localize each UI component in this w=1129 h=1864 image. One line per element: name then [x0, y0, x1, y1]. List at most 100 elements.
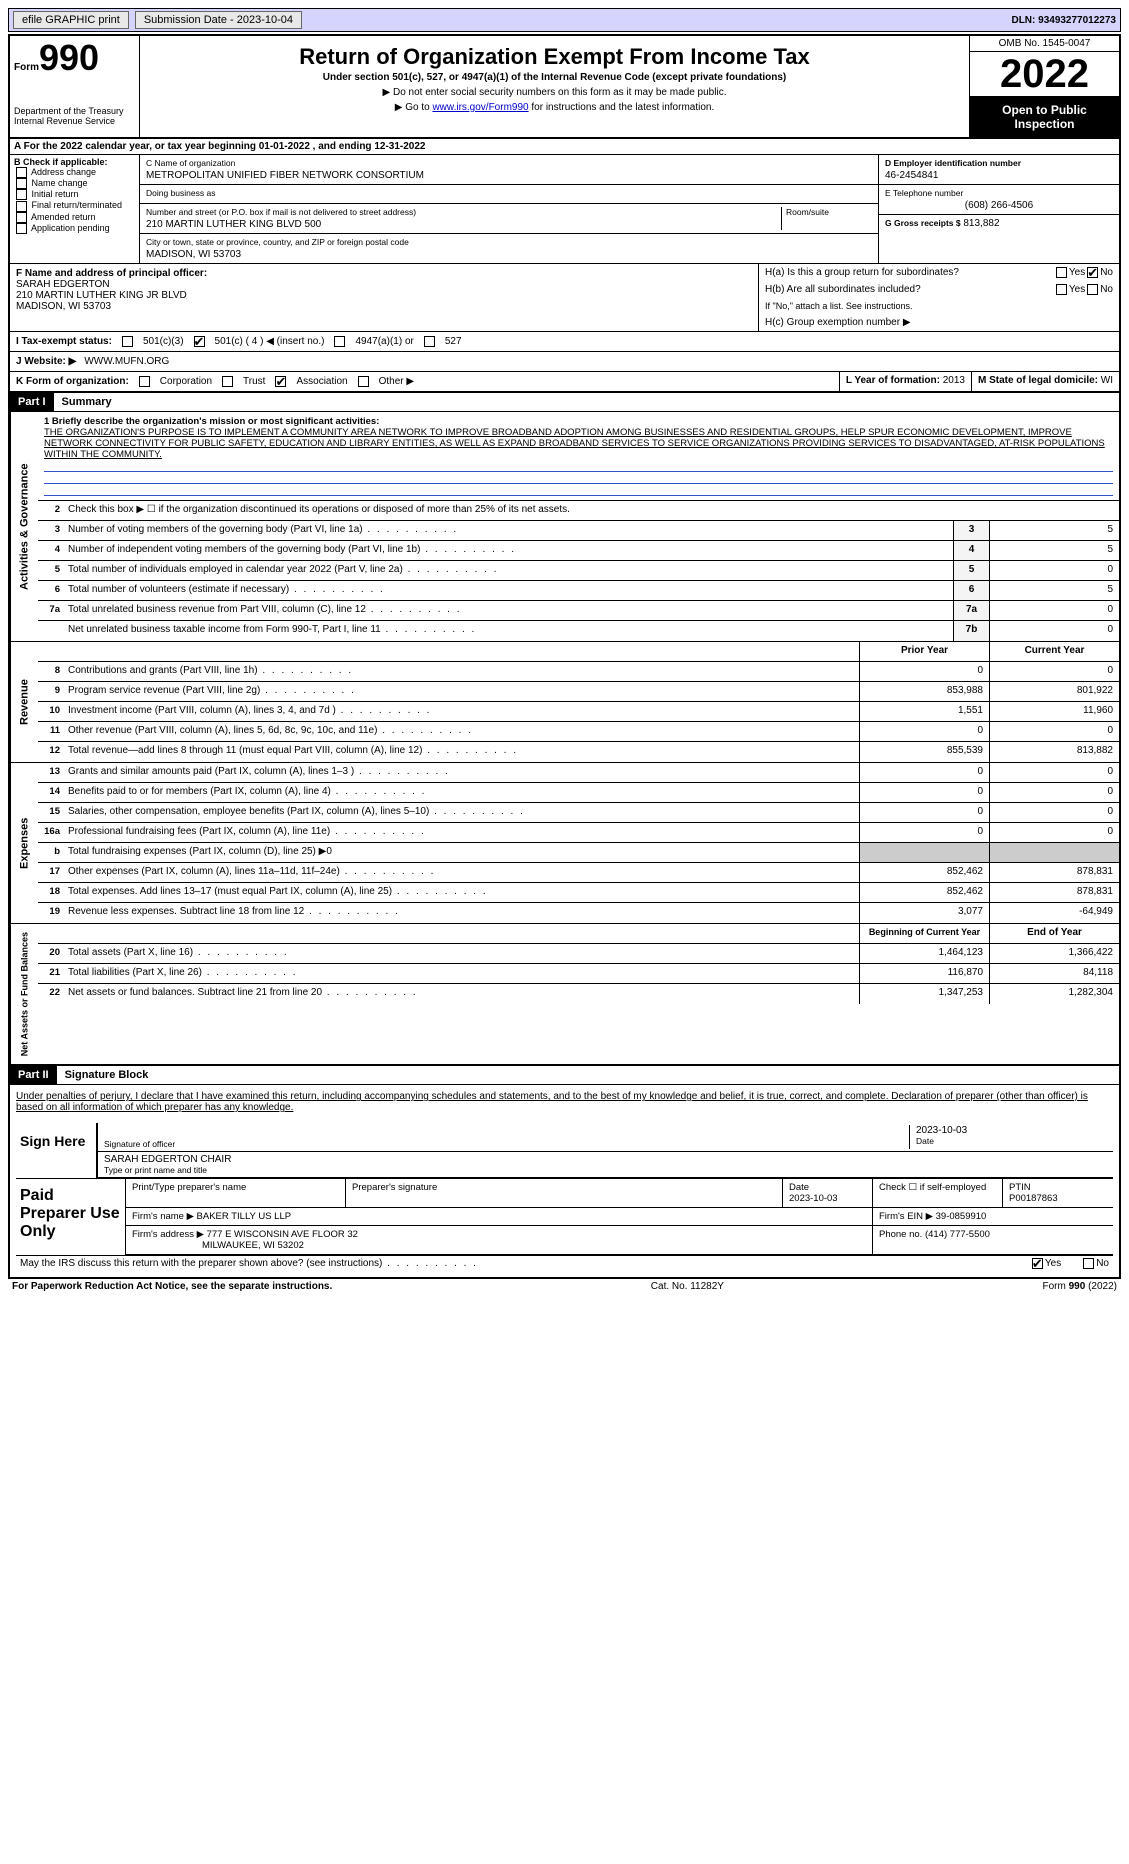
chk-pending[interactable]: Application pending: [14, 223, 135, 234]
chk-initial[interactable]: Initial return: [14, 189, 135, 200]
note-link: ▶ Go to www.irs.gov/Form990 for instruct…: [146, 102, 963, 113]
box-h: H(a) Is this a group return for subordin…: [759, 264, 1119, 331]
rev-line: 9Program service revenue (Part VIII, lin…: [38, 682, 1119, 702]
chk-assoc[interactable]: [275, 376, 286, 387]
form-subtitle: Under section 501(c), 527, or 4947(a)(1)…: [146, 72, 963, 83]
firm-phone: (414) 777-5500: [925, 1229, 990, 1240]
ptin: P00187863: [1009, 1193, 1107, 1204]
chk-501c[interactable]: [194, 336, 205, 347]
exp-line: 15Salaries, other compensation, employee…: [38, 803, 1119, 823]
section-fh: F Name and address of principal officer:…: [10, 264, 1119, 332]
telephone: (608) 266-4506: [885, 200, 1113, 211]
chk-final[interactable]: Final return/terminated: [14, 200, 135, 211]
page-footer: For Paperwork Reduction Act Notice, see …: [8, 1279, 1121, 1294]
row-i: I Tax-exempt status: 501(c)(3) 501(c) ( …: [10, 332, 1119, 352]
firm-ein: 39-0859910: [936, 1211, 987, 1222]
sig-name: SARAH EDGERTON CHAIR: [104, 1154, 1109, 1165]
side-expenses: Expenses: [10, 763, 38, 923]
chk-name[interactable]: Name change: [14, 178, 135, 189]
exp-line: 16aProfessional fundraising fees (Part I…: [38, 823, 1119, 843]
top-bar: efile GRAPHIC print Submission Date - 20…: [8, 8, 1121, 32]
chk-other[interactable]: [358, 376, 369, 387]
net-line: 21Total liabilities (Part X, line 26)116…: [38, 964, 1119, 984]
part1-header: Part I Summary: [10, 393, 1119, 412]
discuss-row: May the IRS discuss this return with the…: [16, 1255, 1113, 1271]
hb-no[interactable]: [1087, 284, 1098, 295]
gov-line: 4Number of independent voting members of…: [38, 541, 1119, 561]
exp-line: 13Grants and similar amounts paid (Part …: [38, 763, 1119, 783]
row-lm: L Year of formation: 2013 M State of leg…: [839, 372, 1119, 391]
chk-527[interactable]: [424, 336, 435, 347]
exp-line: 18Total expenses. Add lines 13–17 (must …: [38, 883, 1119, 903]
row-a: A For the 2022 calendar year, or tax yea…: [10, 139, 1119, 155]
efile-label: efile GRAPHIC print: [13, 11, 129, 29]
prep-date: 2023-10-03: [789, 1193, 866, 1204]
gov-line: 6Total number of volunteers (estimate if…: [38, 581, 1119, 601]
chk-corp[interactable]: [139, 376, 150, 387]
officer-addr2: MADISON, WI 53703: [16, 301, 752, 312]
header-left: Form990 Department of the Treasury Inter…: [10, 36, 140, 137]
tax-year: 2022: [970, 52, 1119, 97]
net-line: 22Net assets or fund balances. Subtract …: [38, 984, 1119, 1004]
submission-date: Submission Date - 2023-10-04: [135, 11, 302, 29]
header-right: OMB No. 1545-0047 2022 Open to Public In…: [969, 36, 1119, 137]
sig-date: 2023-10-03: [916, 1125, 1109, 1136]
state-domicile: WI: [1101, 375, 1113, 386]
signature-block: Under penalties of perjury, I declare th…: [10, 1085, 1119, 1277]
exp-line: 19Revenue less expenses. Subtract line 1…: [38, 903, 1119, 923]
discuss-yes[interactable]: [1032, 1258, 1043, 1269]
sign-here-label: Sign Here: [16, 1123, 96, 1178]
chk-501c3[interactable]: [122, 336, 133, 347]
dln: DLN: 93493277012273: [1011, 15, 1116, 26]
rev-line: 8Contributions and grants (Part VIII, li…: [38, 662, 1119, 682]
side-revenue: Revenue: [10, 642, 38, 762]
net-line: 20Total assets (Part X, line 16)1,464,12…: [38, 944, 1119, 964]
omb: OMB No. 1545-0047: [970, 36, 1119, 52]
firm-addr1: 777 E WISCONSIN AVE FLOOR 32: [207, 1229, 358, 1240]
discuss-no[interactable]: [1083, 1258, 1094, 1269]
revenue-section: Revenue Prior Year Current Year 8Contrib…: [10, 642, 1119, 763]
open-inspection: Open to Public Inspection: [970, 97, 1119, 137]
org-street: 210 MARTIN LUTHER KING BLVD 500: [146, 219, 777, 230]
box-d: D Employer identification number 46-2454…: [879, 155, 1119, 263]
ha-no[interactable]: [1087, 267, 1098, 278]
box-b: B Check if applicable: Address change Na…: [10, 155, 140, 263]
governance-section: Activities & Governance 1 Briefly descri…: [10, 412, 1119, 642]
year-formation: 2013: [943, 375, 965, 386]
org-city: MADISON, WI 53703: [146, 249, 872, 260]
exp-line: 17Other expenses (Part IX, column (A), l…: [38, 863, 1119, 883]
rev-line: 12Total revenue—add lines 8 through 11 (…: [38, 742, 1119, 762]
gov-line: Net unrelated business taxable income fr…: [38, 621, 1119, 641]
irs-link[interactable]: www.irs.gov/Form990: [432, 102, 528, 113]
chk-amended[interactable]: Amended return: [14, 212, 135, 223]
chk-trust[interactable]: [222, 376, 233, 387]
header-mid: Return of Organization Exempt From Incom…: [140, 36, 969, 137]
firm-name: BAKER TILLY US LLP: [197, 1211, 292, 1222]
side-governance: Activities & Governance: [10, 412, 38, 641]
box-f: F Name and address of principal officer:…: [10, 264, 759, 331]
firm-addr2: MILWAUKEE, WI 53202: [132, 1240, 866, 1251]
gov-line: 5Total number of individuals employed in…: [38, 561, 1119, 581]
exp-line: 14Benefits paid to or for members (Part …: [38, 783, 1119, 803]
section-bcd: B Check if applicable: Address change Na…: [10, 155, 1119, 264]
org-name: METROPOLITAN UNIFIED FIBER NETWORK CONSO…: [146, 170, 872, 181]
side-net: Net Assets or Fund Balances: [10, 924, 38, 1064]
gov-line: 7aTotal unrelated business revenue from …: [38, 601, 1119, 621]
ein: 46-2454841: [885, 170, 1113, 181]
box-c: C Name of organization METROPOLITAN UNIF…: [140, 155, 879, 263]
expenses-section: Expenses 13Grants and similar amounts pa…: [10, 763, 1119, 924]
chk-4947[interactable]: [334, 336, 345, 347]
ha-yes[interactable]: [1056, 267, 1067, 278]
gross-receipts: 813,882: [963, 218, 999, 229]
exp-line: bTotal fundraising expenses (Part IX, co…: [38, 843, 1119, 863]
net-assets-section: Net Assets or Fund Balances Beginning of…: [10, 924, 1119, 1066]
hb-yes[interactable]: [1056, 284, 1067, 295]
note-ssn: ▶ Do not enter social security numbers o…: [146, 87, 963, 98]
form-container: Form990 Department of the Treasury Inter…: [8, 34, 1121, 1279]
mission-text: THE ORGANIZATION'S PURPOSE IS TO IMPLEME…: [44, 427, 1113, 460]
chk-address[interactable]: Address change: [14, 167, 135, 178]
gov-line: 3Number of voting members of the governi…: [38, 521, 1119, 541]
row-j: J Website: ▶ WWW.MUFN.ORG: [10, 352, 1119, 371]
dept: Department of the Treasury: [14, 106, 135, 116]
irs: Internal Revenue Service: [14, 116, 135, 126]
